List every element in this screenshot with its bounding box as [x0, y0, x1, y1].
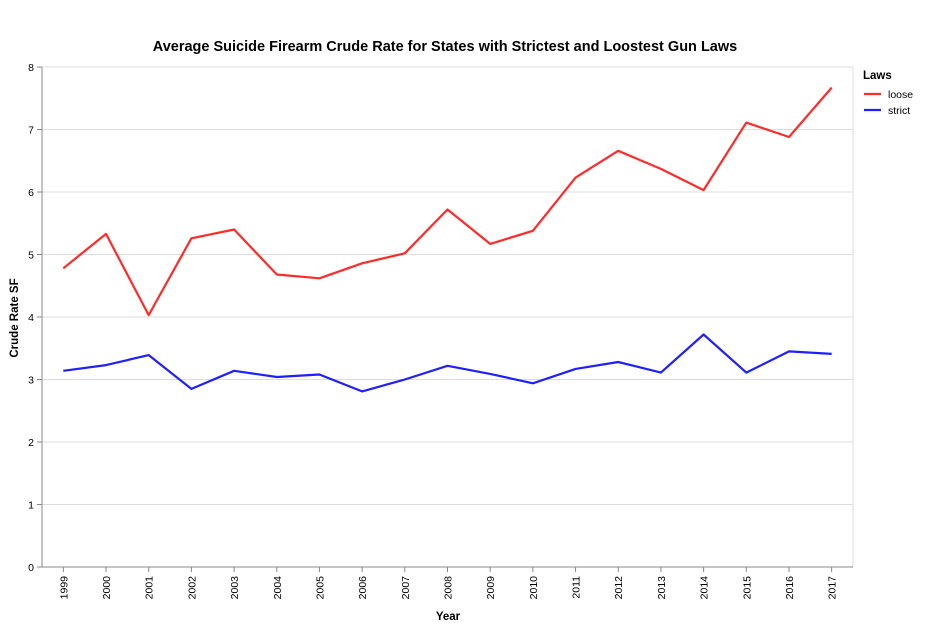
- x-tick-label: 2016: [784, 576, 796, 600]
- legend-label-loose: loose: [888, 89, 913, 101]
- x-axis-title: Year: [436, 611, 461, 623]
- x-tick-label: 2011: [571, 576, 583, 599]
- x-tick-label: 2008: [443, 576, 455, 600]
- y-tick-label: 7: [28, 125, 34, 137]
- x-tick-label: 2017: [827, 576, 839, 600]
- x-tick-label: 2012: [613, 576, 625, 600]
- x-tick-label: 2000: [101, 576, 113, 600]
- y-tick-label: 4: [28, 312, 34, 324]
- axes: 0 1 2 3 4 5 6 7 8 1999 2000 2001 2002 2003 2004 2005 200…: [28, 62, 853, 599]
- legend-title: Laws: [863, 70, 892, 82]
- x-tick-label: 2004: [272, 576, 284, 600]
- x-tick-label: 2005: [314, 576, 326, 600]
- x-tick-label: 2014: [699, 576, 711, 600]
- x-tick-label: 2010: [528, 576, 540, 600]
- legend-label-strict: strict: [888, 105, 910, 117]
- y-axis-title: Crude Rate SF: [9, 278, 21, 357]
- series-line-loose: [62, 86, 833, 317]
- series-lines: [62, 86, 833, 393]
- y-tick-label: 3: [28, 375, 34, 387]
- x-tick-label: 2006: [357, 576, 369, 600]
- x-tick-label: 2003: [229, 576, 241, 600]
- x-tick-label: 1999: [58, 576, 70, 600]
- chart-title: Average Suicide Firearm Crude Rate for S…: [153, 39, 737, 55]
- legend: Laws loose strict: [863, 70, 913, 117]
- y-tick-label: 5: [28, 250, 34, 262]
- y-tick-label: 6: [28, 187, 34, 199]
- y-tick-label: 2: [28, 437, 34, 449]
- y-tick-label: 1: [28, 500, 34, 512]
- x-tick-label: 2007: [400, 576, 412, 600]
- x-tick-label: 2002: [186, 576, 198, 600]
- y-tick-label: 0: [28, 562, 34, 574]
- x-tick-label: 2009: [485, 576, 497, 600]
- y-tick-label: 8: [28, 62, 34, 74]
- x-tick-label: 2013: [656, 576, 668, 600]
- x-tick-label: 2015: [741, 576, 753, 600]
- series-line-strict: [63, 333, 832, 393]
- gridlines: [42, 66, 854, 567]
- x-tick-label: 2001: [144, 576, 156, 600]
